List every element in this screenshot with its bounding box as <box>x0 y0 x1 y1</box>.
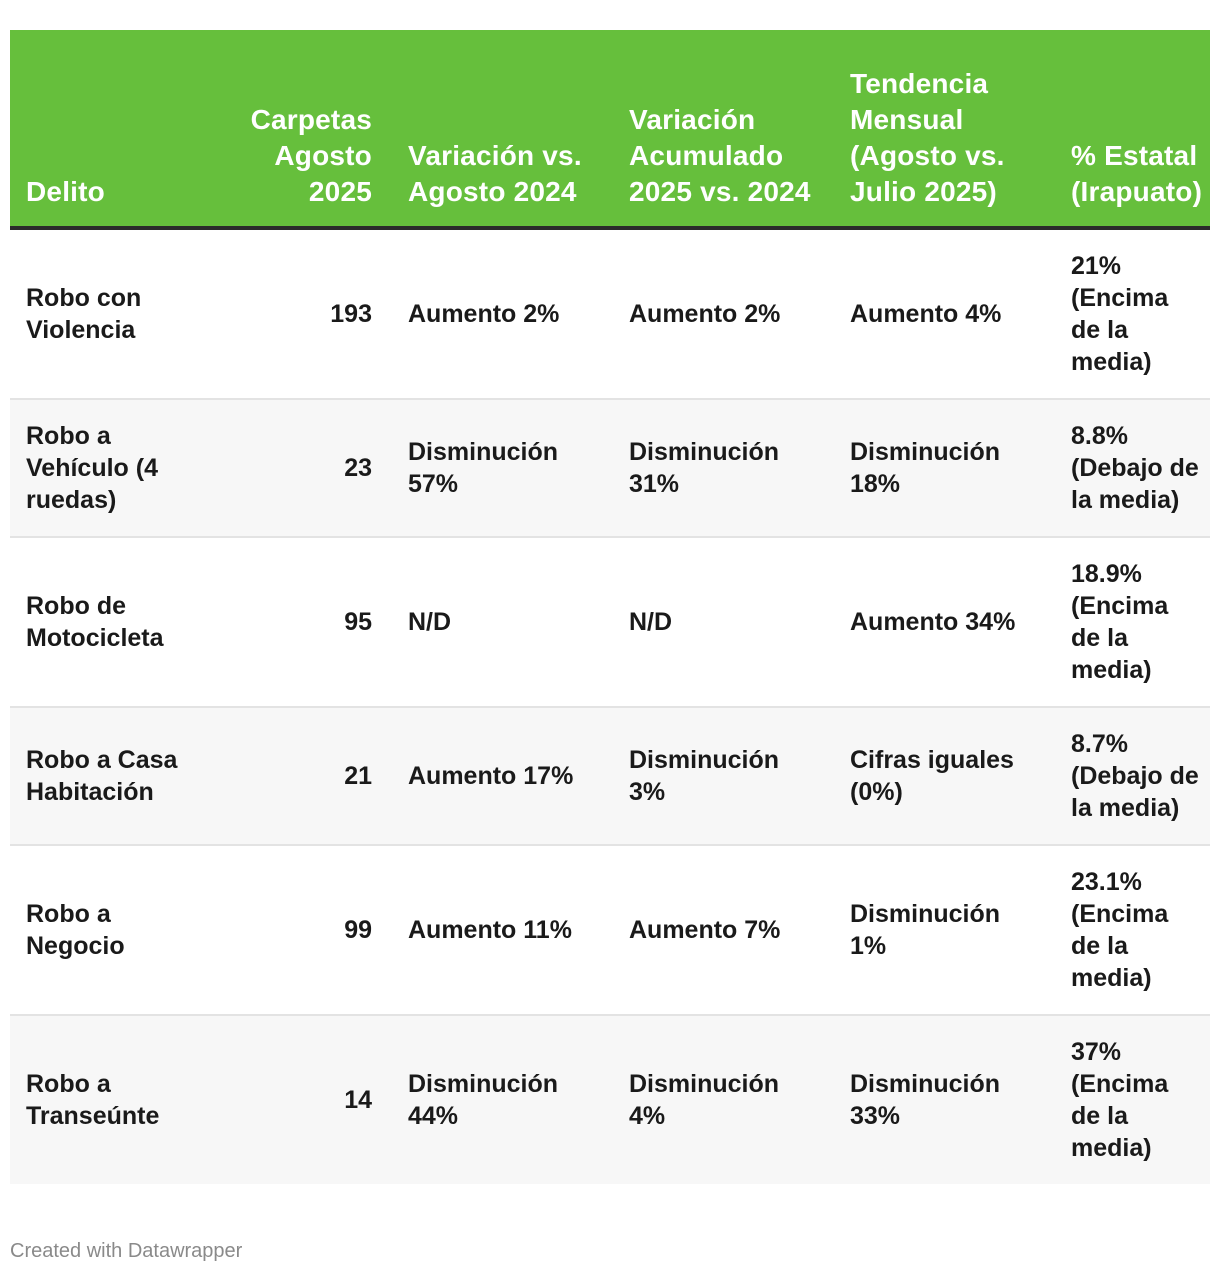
cell-variacion-acumulado: Disminución 4% <box>613 1015 834 1184</box>
table-header: Delito Carpetas Agosto 2025 Variación vs… <box>10 30 1210 230</box>
porcentaje-estatal-line: (Encima <box>1071 284 1169 312</box>
cell-porcentaje-estatal: 18.9% (Encima de la media) <box>1055 537 1210 708</box>
table-row: Robo a Vehículo (4 ruedas) 23 Disminución … <box>10 399 1210 538</box>
porcentaje-estatal-line: (Debajo de <box>1071 762 1199 790</box>
header-carpetas[interactable]: Carpetas Agosto 2025 <box>222 30 392 230</box>
header-variacion-acumulado[interactable]: Variación Acumulado 2025 vs. 2024 <box>613 30 834 230</box>
porcentaje-estatal-line: media) <box>1071 348 1152 376</box>
crime-table: Delito Carpetas Agosto 2025 Variación vs… <box>10 30 1210 1184</box>
cell-delito: Robo de Motocicleta <box>10 537 222 708</box>
porcentaje-estatal-line: (Debajo de <box>1071 454 1199 482</box>
cell-carpetas: 99 <box>222 845 392 1016</box>
porcentaje-estatal-line: 8.7% <box>1071 730 1128 758</box>
table-body: Robo con Violencia 193 Aumento 2% Aumento 2… <box>10 228 1210 1184</box>
porcentaje-estatal-line: de la <box>1071 1102 1128 1130</box>
cell-variacion-agosto: Aumento 17% <box>392 707 613 846</box>
cell-carpetas: 14 <box>222 1015 392 1184</box>
cell-delito: Robo a Vehículo (4 ruedas) <box>10 399 222 538</box>
cell-porcentaje-estatal: 37% (Encima de la media) <box>1055 1015 1210 1184</box>
header-tendencia-mensual[interactable]: Tendencia Mensual (Agosto vs. Julio 2025… <box>834 30 1055 230</box>
cell-variacion-acumulado: Disminución 3% <box>613 707 834 846</box>
cell-tendencia-mensual: Disminución 33% <box>834 1015 1055 1184</box>
table-row: Robo con Violencia 193 Aumento 2% Aumento 2… <box>10 228 1210 400</box>
cell-tendencia-mensual: Cifras iguales (0%) <box>834 707 1055 846</box>
table-row: Robo a Casa Habitación 21 Aumento 17% Dismi… <box>10 707 1210 846</box>
cell-delito: Robo a Casa Habitación <box>10 707 222 846</box>
porcentaje-estatal-line: media) <box>1071 656 1152 684</box>
cell-variacion-acumulado: Aumento 2% <box>613 228 834 400</box>
header-porcentaje-estatal[interactable]: % Estatal (Irapuato) <box>1055 30 1210 230</box>
cell-porcentaje-estatal: 23.1% (Encima de la media) <box>1055 845 1210 1016</box>
table-row: Robo a Negocio 99 Aumento 11% Aumento 7% Dis… <box>10 845 1210 1016</box>
porcentaje-estatal-line: 8.8% <box>1071 422 1128 450</box>
cell-delito: Robo a Negocio <box>10 845 222 1016</box>
cell-tendencia-mensual: Disminución 1% <box>834 845 1055 1016</box>
table-row: Robo a Transeúnte 14 Disminución 44% Dismin… <box>10 1015 1210 1184</box>
cell-porcentaje-estatal: 8.7% (Debajo de la media) <box>1055 707 1210 846</box>
cell-variacion-agosto: Aumento 11% <box>392 845 613 1016</box>
porcentaje-estatal-line: media) <box>1071 964 1152 992</box>
header-row: Delito Carpetas Agosto 2025 Variación vs… <box>10 30 1210 230</box>
table-row: Robo de Motocicleta 95 N/D N/D Aumento 34% 18… <box>10 537 1210 708</box>
cell-carpetas: 193 <box>222 228 392 400</box>
cell-variacion-agosto: Disminución 44% <box>392 1015 613 1184</box>
cell-delito: Robo con Violencia <box>10 228 222 400</box>
cell-variacion-acumulado: N/D <box>613 537 834 708</box>
porcentaje-estatal-line: 18.9% <box>1071 560 1142 588</box>
cell-tendencia-mensual: Disminución 18% <box>834 399 1055 538</box>
cell-variacion-agosto: Aumento 2% <box>392 228 613 400</box>
cell-carpetas: 21 <box>222 707 392 846</box>
porcentaje-estatal-line: de la <box>1071 932 1128 960</box>
porcentaje-estatal-line: de la <box>1071 624 1128 652</box>
cell-variacion-acumulado: Disminución 31% <box>613 399 834 538</box>
cell-tendencia-mensual: Aumento 4% <box>834 228 1055 400</box>
porcentaje-estatal-line: media) <box>1071 1134 1152 1162</box>
cell-porcentaje-estatal: 21% (Encima de la media) <box>1055 228 1210 400</box>
porcentaje-estatal-line: (Encima <box>1071 900 1169 928</box>
footer-credit: Created with Datawrapper <box>10 1240 243 1262</box>
porcentaje-estatal-line: 21% <box>1071 252 1122 280</box>
porcentaje-estatal-line: 23.1% <box>1071 868 1142 896</box>
porcentaje-estatal-line: la media) <box>1071 794 1180 822</box>
porcentaje-estatal-line: (Encima <box>1071 1070 1169 1098</box>
cell-variacion-acumulado: Aumento 7% <box>613 845 834 1016</box>
header-variacion-agosto[interactable]: Variación vs. Agosto 2024 <box>392 30 613 230</box>
cell-carpetas: 95 <box>222 537 392 708</box>
porcentaje-estatal-line: (Encima <box>1071 592 1169 620</box>
cell-delito: Robo a Transeúnte <box>10 1015 222 1184</box>
cell-tendencia-mensual: Aumento 34% <box>834 537 1055 708</box>
porcentaje-estatal-line: la media) <box>1071 486 1180 514</box>
cell-porcentaje-estatal: 8.8% (Debajo de la media) <box>1055 399 1210 538</box>
cell-carpetas: 23 <box>222 399 392 538</box>
porcentaje-estatal-line: de la <box>1071 316 1128 344</box>
cell-variacion-agosto: N/D <box>392 537 613 708</box>
header-delito[interactable]: Delito <box>10 30 222 230</box>
porcentaje-estatal-line: 37% <box>1071 1038 1122 1066</box>
cell-variacion-agosto: Disminución 57% <box>392 399 613 538</box>
crime-table-container: Delito Carpetas Agosto 2025 Variación vs… <box>10 30 1210 1184</box>
